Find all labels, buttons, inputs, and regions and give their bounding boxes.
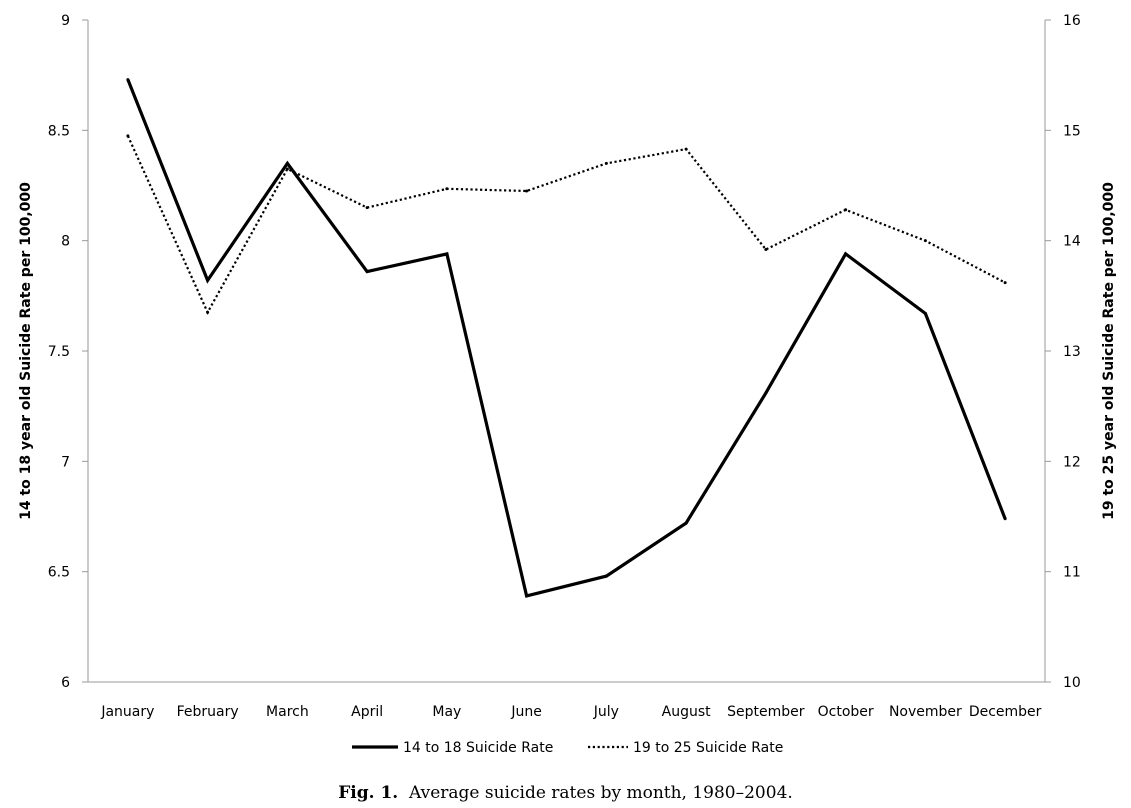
caption-text: Average suicide rates by month, 1980–200… bbox=[409, 783, 793, 803]
left-tick-label: 7 bbox=[61, 454, 70, 470]
data-point-age-14-18 bbox=[844, 252, 848, 256]
left-tick-label: 9 bbox=[61, 13, 70, 29]
data-point-age-19-25 bbox=[206, 310, 210, 314]
right-tick-label: 14 bbox=[1063, 234, 1081, 250]
legend: 14 to 18 Suicide Rate 19 to 25 Suicide Ra… bbox=[352, 740, 783, 756]
x-category-label: March bbox=[266, 704, 309, 720]
right-tick-label: 13 bbox=[1063, 344, 1081, 360]
left-axis-title: 14 to 18 year old Suicide Rate per 100,0… bbox=[18, 182, 34, 520]
x-category-label: December bbox=[969, 704, 1042, 720]
data-point-age-14-18 bbox=[126, 78, 130, 82]
right-tick-label: 10 bbox=[1063, 675, 1081, 691]
right-axis-title: 19 to 25 year old Suicide Rate per 100,0… bbox=[1101, 182, 1117, 520]
legend-label-age-14-18: 14 to 18 Suicide Rate bbox=[403, 740, 553, 756]
series-line-age-14-18 bbox=[126, 79, 1007, 598]
axes: 6 6.5 7 7.5 8 8.5 9 10 11 12 13 14 15 16 January Februa… bbox=[18, 13, 1117, 720]
x-category-label: May bbox=[432, 704, 461, 720]
data-point-age-19-25 bbox=[764, 247, 768, 251]
data-point-age-14-18 bbox=[206, 278, 210, 282]
right-tick-label: 16 bbox=[1063, 13, 1081, 29]
data-point-age-14-18 bbox=[525, 594, 529, 598]
x-category-label: April bbox=[351, 704, 383, 720]
data-point-age-19-25 bbox=[684, 147, 688, 151]
right-tick-label: 15 bbox=[1063, 123, 1081, 139]
left-tick-label: 6.5 bbox=[48, 565, 70, 581]
data-point-age-14-18 bbox=[604, 574, 608, 578]
data-point-age-14-18 bbox=[684, 521, 688, 525]
x-category-label: October bbox=[818, 704, 874, 720]
data-point-age-19-25 bbox=[365, 206, 369, 210]
legend-label-age-19-25: 19 to 25 Suicide Rate bbox=[633, 740, 783, 756]
data-point-age-14-18 bbox=[764, 391, 768, 395]
left-tick-label: 7.5 bbox=[48, 344, 70, 360]
x-category-label: September bbox=[727, 704, 805, 720]
data-point-age-14-18 bbox=[923, 311, 927, 315]
series-line-age-19-25 bbox=[126, 135, 1006, 315]
x-category-label: February bbox=[177, 704, 239, 720]
data-point-age-19-25 bbox=[1003, 281, 1007, 285]
x-category-label: July bbox=[593, 704, 619, 720]
data-point-age-19-25 bbox=[285, 167, 289, 171]
x-category-label: January bbox=[100, 704, 154, 720]
right-tick-label: 11 bbox=[1063, 565, 1081, 581]
data-point-age-14-18 bbox=[1003, 517, 1007, 521]
data-point-age-19-25 bbox=[923, 239, 927, 243]
figure-caption: Fig. 1. Average suicide rates by month, … bbox=[0, 783, 1131, 803]
data-point-age-19-25 bbox=[604, 161, 608, 165]
caption-label: Fig. 1. bbox=[338, 783, 399, 803]
data-point-age-19-25 bbox=[525, 189, 529, 193]
x-category-label: August bbox=[662, 704, 712, 720]
data-point-age-14-18 bbox=[285, 161, 289, 165]
left-tick-label: 8.5 bbox=[48, 123, 70, 139]
data-point-age-14-18 bbox=[365, 270, 369, 274]
right-tick-label: 12 bbox=[1063, 454, 1081, 470]
suicide-rate-chart: 6 6.5 7 7.5 8 8.5 9 10 11 12 13 14 15 16 January Februa… bbox=[18, 13, 1117, 756]
data-point-age-19-25 bbox=[126, 134, 130, 138]
left-tick-label: 6 bbox=[61, 675, 70, 691]
data-point-age-19-25 bbox=[844, 208, 848, 212]
x-category-label: November bbox=[889, 704, 962, 720]
series-lines bbox=[126, 78, 1007, 598]
data-point-age-19-25 bbox=[445, 187, 449, 191]
left-tick-label: 8 bbox=[61, 234, 70, 250]
data-point-age-14-18 bbox=[445, 252, 449, 256]
x-category-label: June bbox=[510, 704, 542, 720]
